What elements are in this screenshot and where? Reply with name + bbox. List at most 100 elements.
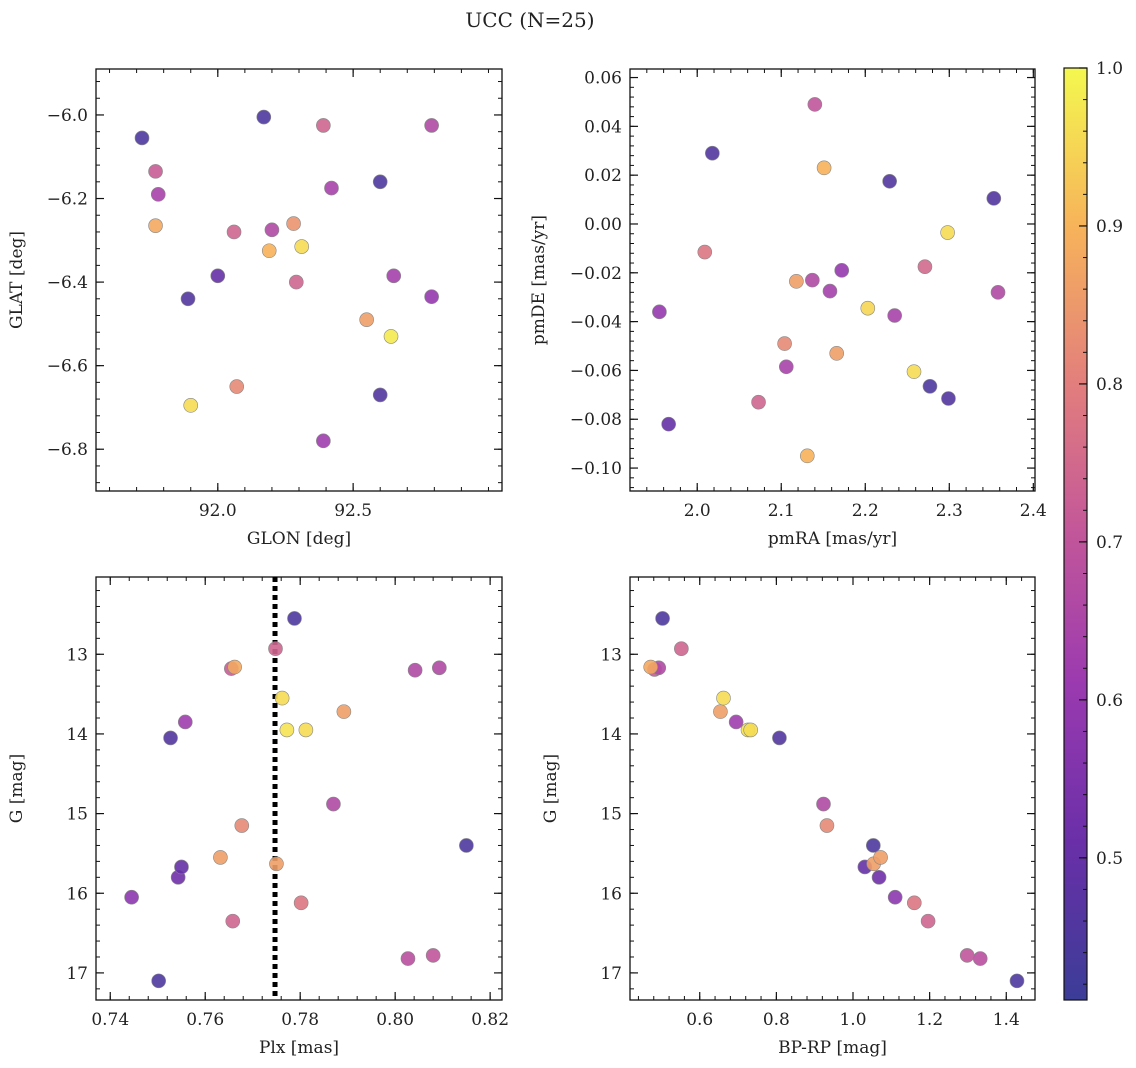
data-point [424, 289, 439, 305]
data-point [180, 291, 196, 307]
points-plx-g [124, 611, 474, 989]
data-point [177, 714, 193, 730]
y-tick-label: −0.10 [570, 459, 622, 479]
data-point [163, 730, 178, 746]
data-point [226, 224, 242, 240]
data-point [227, 659, 242, 675]
data-point [386, 268, 402, 284]
data-point [261, 243, 277, 259]
x-tick-label: 0.82 [471, 1010, 509, 1030]
panel-pmra-pmde: 2.0 2.1 2.2 2.3 2.4 0.06 0.04 0.02 0.00 −0.02 −0.0… [529, 68, 1047, 549]
data-point [213, 850, 228, 865]
y-tick-label: 13 [600, 645, 622, 665]
x-tick-label: 2.1 [768, 501, 795, 521]
colorbar-tick-label: 1.0 [1096, 59, 1123, 79]
x-axis-label: BP-RP [mag] [778, 1038, 887, 1058]
data-point [907, 895, 922, 911]
data-point [834, 263, 850, 278]
data-point [424, 118, 439, 133]
colorbar-tick-label: 0.7 [1096, 533, 1123, 553]
x-tick-label: 1.4 [993, 1010, 1020, 1030]
data-point [986, 191, 1002, 206]
data-point [728, 714, 744, 730]
y-tick-label: −6.8 [47, 440, 88, 460]
data-point [716, 690, 731, 706]
x-axis-label: pmRA [mas/yr] [768, 529, 897, 549]
y-tick-label: 0.04 [584, 117, 622, 137]
x-tick-label: 2.3 [936, 501, 963, 521]
data-point [917, 259, 933, 274]
x-tick-label: 0.76 [186, 1010, 224, 1030]
data-point [661, 416, 676, 432]
y-tick-label: −6.6 [47, 357, 88, 377]
data-point [655, 611, 670, 626]
data-point [229, 379, 245, 394]
data-point [293, 895, 309, 911]
data-point [860, 300, 876, 316]
x-tick-label: 1.0 [839, 1010, 866, 1030]
data-point [816, 796, 831, 812]
x-tick-label: 2.2 [852, 501, 879, 521]
data-point [674, 641, 689, 656]
axes-frame-bprp-g [629, 576, 1036, 1001]
data-point [751, 394, 766, 410]
y-axis-label: G [mag] [7, 754, 27, 823]
y-tick-label: −6.0 [47, 106, 88, 126]
y-tick-label: 0.02 [584, 166, 622, 186]
x-tick-label: 0.8 [763, 1010, 790, 1030]
x-axis-label: Plx [mas] [259, 1038, 339, 1058]
figure-title: UCC (N=25) [465, 8, 594, 32]
y-tick-label: 0.00 [584, 215, 622, 235]
y-tick-label: 17 [600, 964, 622, 984]
y-tick-label: −0.04 [570, 313, 622, 333]
data-point [882, 173, 897, 189]
y-axis-label: G [mag] [541, 754, 561, 823]
colorbar-tick-label: 0.8 [1096, 375, 1123, 395]
y-tick-label: 15 [66, 805, 88, 825]
data-point [234, 818, 250, 833]
data-point [829, 346, 845, 361]
data-point [713, 704, 728, 719]
data-point [210, 268, 226, 284]
x-tick-label: 1.2 [916, 1010, 943, 1030]
data-point [294, 239, 310, 254]
data-point [866, 838, 881, 853]
y-tick-label: 0.06 [584, 69, 622, 89]
x-tick-label: 92.0 [199, 501, 237, 521]
ticks-bprp-g [630, 577, 1035, 1000]
data-point [772, 730, 787, 746]
y-tick-label: 14 [66, 725, 88, 745]
data-point [459, 838, 474, 853]
data-point [256, 109, 272, 125]
y-tick-label: 16 [600, 884, 622, 904]
data-point [316, 433, 331, 449]
data-point [816, 160, 832, 176]
x-tick-label: 0.80 [376, 1010, 414, 1030]
y-tick-label: −6.4 [47, 273, 88, 293]
colorbar: 0.5 0.6 0.7 0.8 0.9 1.0 [1063, 59, 1123, 1001]
x-tick-label: 0.6 [686, 1010, 713, 1030]
data-point [940, 225, 955, 240]
y-axis-label: pmDE [mas/yr] [529, 215, 549, 345]
data-point [972, 951, 988, 966]
axes-frame-pmra-pmde [629, 68, 1036, 492]
data-point [274, 690, 290, 706]
data-point [148, 218, 163, 233]
data-point [1009, 973, 1025, 989]
data-point [941, 391, 956, 406]
y-tick-label: −0.06 [570, 361, 622, 381]
points-pmra-pmde [652, 97, 1006, 464]
data-point [287, 611, 302, 626]
y-tick-label: 13 [66, 645, 88, 665]
data-point [922, 378, 938, 394]
data-point [990, 285, 1006, 300]
data-point [643, 659, 658, 675]
data-point [906, 364, 922, 379]
data-point [799, 448, 815, 464]
data-point [316, 118, 331, 133]
data-point [174, 859, 189, 875]
axes-frame-plx-g [95, 576, 503, 1001]
y-axis-label: GLAT [deg] [7, 231, 27, 329]
data-point [383, 329, 399, 344]
